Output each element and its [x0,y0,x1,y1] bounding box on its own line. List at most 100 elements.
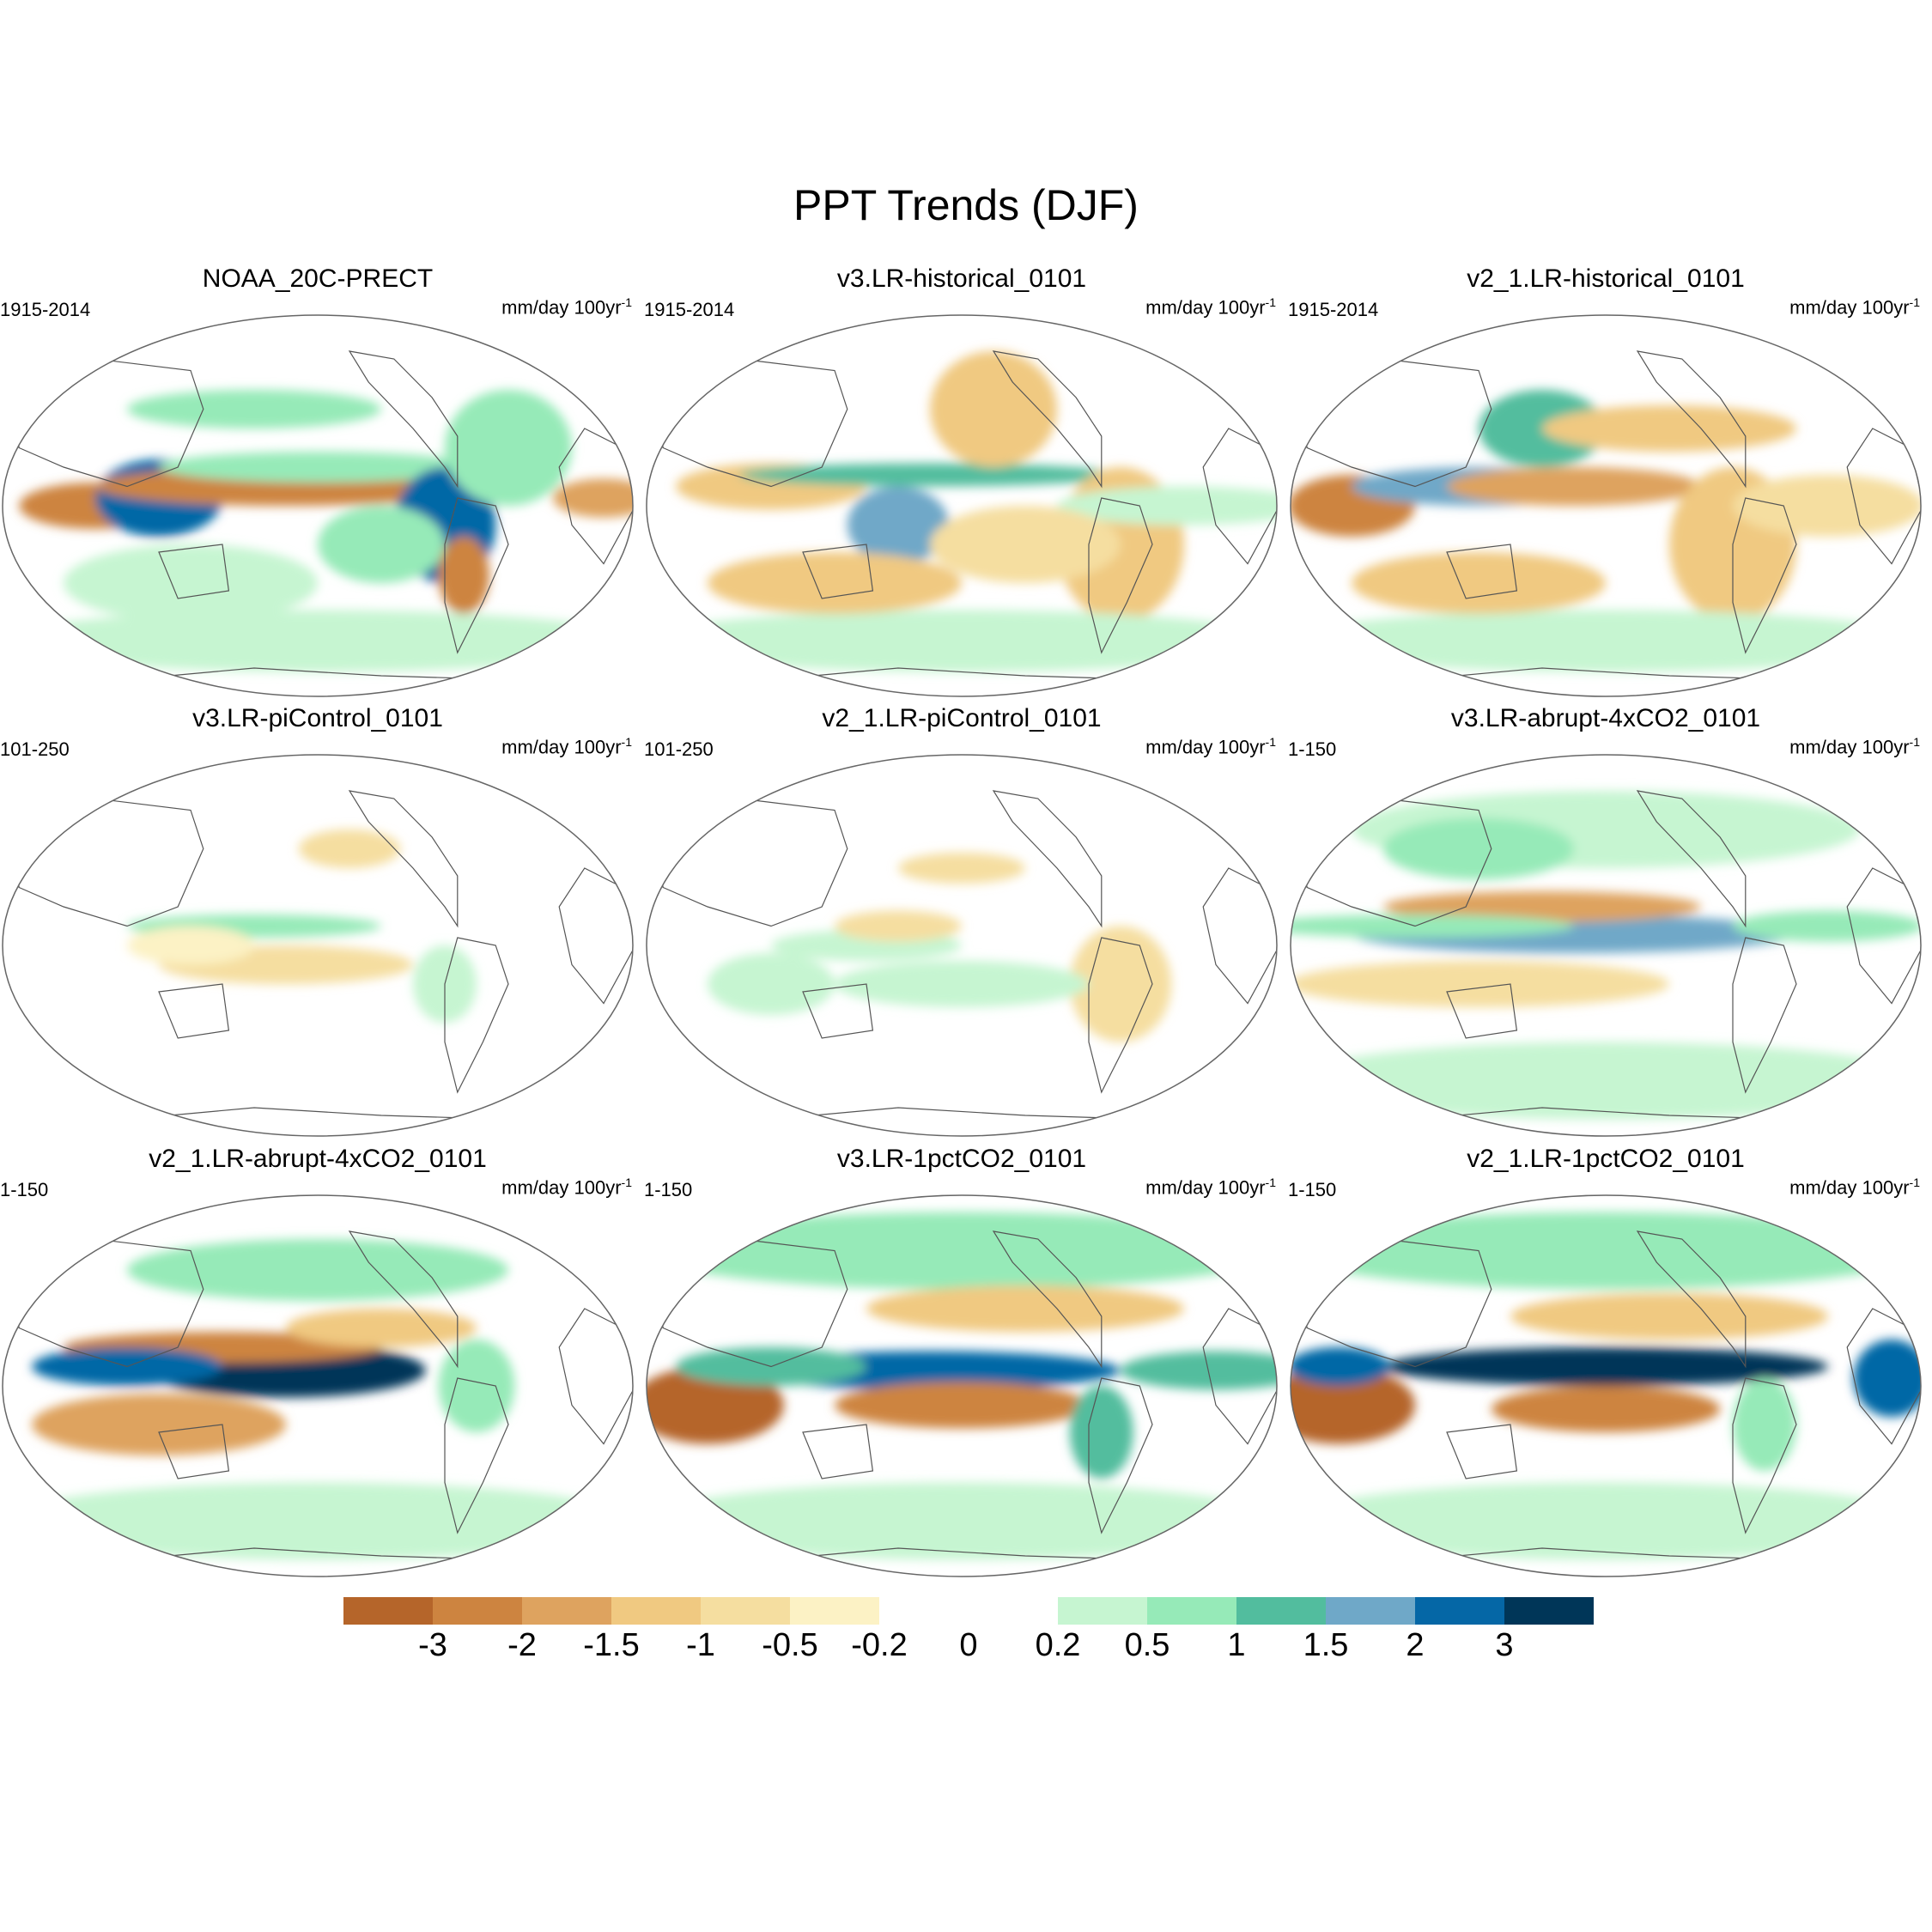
colorbar-label: 0.2 [1035,1627,1081,1663]
map-border [1290,1194,1922,1577]
coastline [1446,544,1518,599]
coastline [444,937,509,1094]
colorbar-label: -1 [686,1627,715,1663]
trend-region [552,478,633,518]
coastline [992,790,1103,928]
trend-region [438,1340,515,1432]
panel-title: v2_1.LR-historical_0101 [1467,264,1745,293]
trend-region [647,1212,1277,1290]
colorbar-swatch [1058,1597,1147,1625]
map-plot [2,754,634,1137]
trend-region [1383,817,1574,880]
coastline [158,1424,230,1479]
panel-period: 101-250 [644,738,714,760]
colorbar-swatch [343,1597,433,1625]
trend-region [647,1366,784,1444]
trend-region [847,486,950,564]
coastline [348,350,459,489]
map-border [2,314,634,697]
trend-region [708,953,835,1015]
map-panel: v3.LR-1pctCO2_0101 1-150 mm/day 100yr-1 [644,1145,1279,1577]
trend-region [835,910,962,942]
panel-title: v2_1.LR-1pctCO2_0101 [1467,1145,1745,1173]
panel-period: 101-250 [0,738,70,760]
colorbar-label: -2 [507,1627,537,1663]
colorbar-swatch [611,1597,701,1625]
trend-region [286,1309,477,1347]
panel-title: NOAA_20C-PRECT [202,264,434,293]
coastline [444,1377,509,1534]
panel-units: mm/day 100yr-1 [1789,735,1920,758]
colorbar-label: -0.5 [762,1627,818,1663]
trend-region [866,1285,1184,1332]
trend-region [1069,1386,1133,1479]
map-plot [1290,1194,1922,1577]
coastline [1732,937,1797,1094]
map-plot [646,1194,1278,1577]
panel-units: mm/day 100yr-1 [501,735,632,758]
trend-region [1733,475,1921,537]
panel-units: mm/day 100yr-1 [1789,295,1920,319]
trend-region [930,506,1121,583]
trend-region [898,853,1025,884]
map-panel: v2_1.LR-historical_0101 1915-2014 mm/day 1… [1288,264,1923,697]
coastline [158,983,230,1039]
coastline [1732,1377,1797,1534]
trend-region [64,544,318,622]
coastline [1636,790,1747,928]
trend-region [1291,961,1669,1007]
map-panel: NOAA_20C-PRECT 1915-2014 mm/day 100yr-1 [0,264,635,697]
coastline [12,358,204,488]
trend-region [1291,1042,1921,1120]
trend-region [739,463,1121,487]
panel-units: mm/day 100yr-1 [1145,735,1276,758]
coastline [348,1230,459,1369]
coastline [1088,1377,1153,1534]
trend-region [127,926,254,965]
coastline [1414,1547,1797,1561]
panel-units: mm/day 100yr-1 [1789,1176,1920,1199]
coastline [770,1107,1153,1121]
map-panel: v3.LR-abrupt-4xCO2_0101 1-150 mm/day 100yr… [1288,704,1923,1137]
map-panel: v3.LR-piControl_0101 101-250 mm/day 100yr-… [0,704,635,1137]
trend-region [1291,1212,1921,1290]
colorbar-swatch [522,1597,611,1625]
colorbar-labels: -3 -2 -1.5 -1 -0.5 -0.2 0 0.2 0.5 1 1.5 2 3 [0,1627,1932,1670]
coastline [1414,1107,1797,1121]
trend-region [127,1239,508,1301]
colorbar-swatch [1504,1597,1594,1625]
panel-period: 1915-2014 [1288,299,1379,320]
colorbar-label: 0.5 [1124,1627,1170,1663]
trend-region [1542,405,1796,452]
panel-title: v3.LR-piControl_0101 [192,704,443,732]
colorbar-swatch [1415,1597,1504,1625]
coastline [656,1238,848,1368]
coastline [1300,1238,1492,1368]
map-border [1290,314,1922,697]
colorbar-swatch [790,1597,879,1625]
trend-region [1069,926,1172,1042]
trend-region [647,1482,1277,1560]
trend-region [32,1394,286,1455]
colorbar-label: -1.5 [583,1627,640,1663]
colorbar-label: 1 [1227,1627,1246,1663]
coastline [1300,798,1492,927]
trend-region [298,829,401,868]
coastline [1732,497,1797,654]
map-plot [2,1194,634,1577]
panel-period: 1-150 [1288,738,1337,760]
trend-region [1291,1482,1921,1560]
map-plot [646,754,1278,1137]
colorbar-label: 0 [959,1627,978,1663]
coastline [656,798,848,927]
trend-region [318,506,445,583]
panel-period: 1-150 [0,1179,49,1200]
coastline [802,544,874,599]
coastline [1300,358,1492,488]
colorbar-swatch [1236,1597,1326,1625]
colorbar-label: -3 [418,1627,447,1663]
colorbar-label: 2 [1406,1627,1425,1663]
trend-region [1733,910,1921,942]
map-border [646,754,1278,1137]
coastline [126,1547,509,1561]
